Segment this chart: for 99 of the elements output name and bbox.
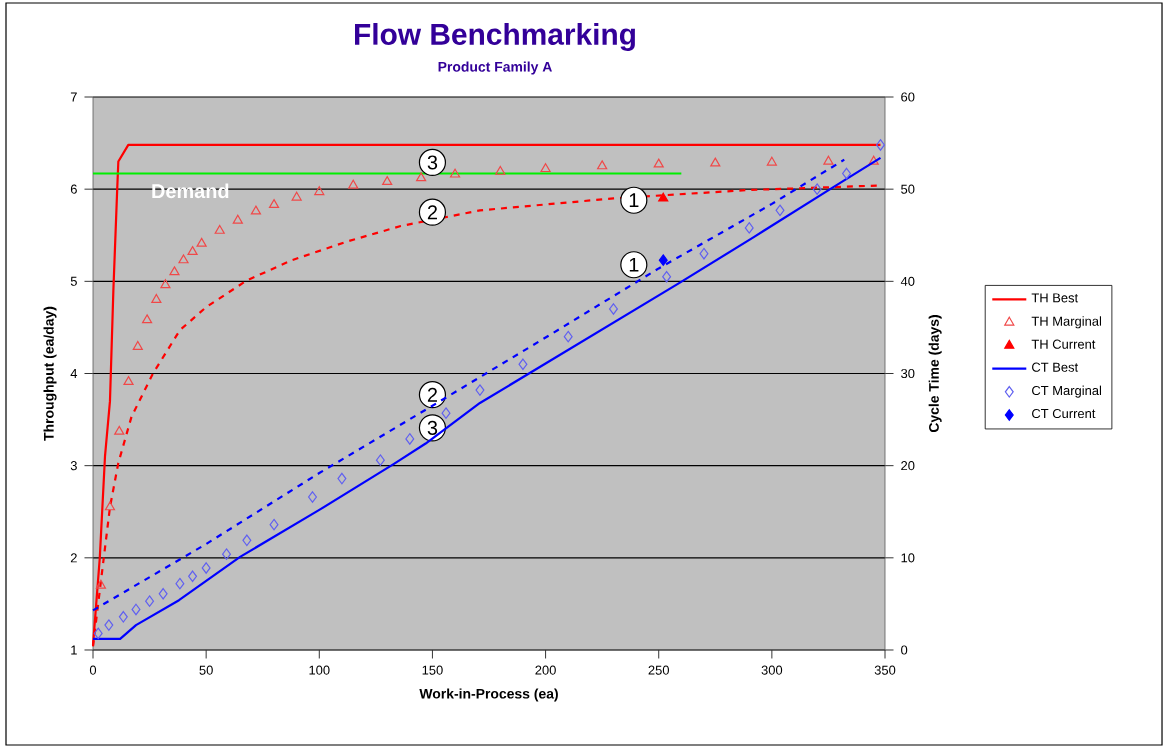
legend-label: CT Marginal [1032,385,1102,398]
annotation: 3 [427,420,438,435]
point [114,425,125,435]
x-tick-label: 300 [761,665,783,675]
point [222,548,232,560]
point [242,534,252,547]
legend-label: TH Marginal [1031,316,1102,329]
point [95,579,107,589]
legend-label: TH Current [1031,339,1096,349]
point [662,270,672,283]
point [269,518,279,531]
point [314,186,325,196]
point [123,375,134,385]
point [608,303,618,315]
point [441,407,451,419]
x-tick-label: 50 [199,665,213,675]
point [214,224,225,234]
point [766,156,777,166]
point [178,254,189,264]
point [495,165,506,175]
y-tick-label: 6 [70,184,77,194]
point [699,247,709,260]
y-tick-label: 1 [71,645,77,655]
point [744,222,754,234]
x-tick-label: 100 [309,665,330,675]
point [104,501,116,511]
y-tick-label: 3 [70,461,77,471]
x-tick-label: 150 [422,665,443,675]
point [151,293,162,303]
y2-tick-label: 60 [901,92,915,102]
y2-tick-label: 50 [901,184,915,194]
y2-tick-label: 0 [901,645,908,655]
point [823,155,834,165]
point [169,266,180,276]
annotation: 2 [427,205,437,220]
x-tick-label: 250 [648,665,669,675]
annotation: 1 [629,257,639,272]
chart-title: Flow Benchmarking [355,23,635,51]
legend-label: CT Current [1032,408,1096,419]
y-tick-label: 5 [70,276,77,286]
point [597,160,608,170]
point [93,627,103,640]
point [268,199,280,209]
point [449,168,461,178]
point [160,279,171,289]
y2-tick-label: 40 [900,276,915,286]
point [842,167,852,180]
point [201,562,211,574]
point [405,433,415,445]
y2-tick-label: 20 [901,461,915,471]
point [348,179,359,189]
point [291,191,302,201]
point [875,139,885,151]
legend-label: TH Best [1031,293,1079,303]
point [382,175,393,185]
point [187,246,198,256]
point [175,577,185,590]
point [868,155,879,165]
y-axis-title: Throughput (ea/day) [43,306,57,441]
point [188,570,198,583]
point [775,204,785,217]
point [132,340,143,350]
point [518,358,528,371]
point [416,172,427,182]
point [232,214,243,224]
point [475,384,485,396]
y-tick-label: 2 [70,553,77,563]
point [145,595,155,607]
point [337,472,347,485]
annotation: 3 [427,155,438,170]
point [250,205,262,215]
point [563,330,573,343]
point [540,163,551,173]
x-tick-label: 0 [89,665,97,675]
y2-tick-label: 30 [901,368,915,379]
x-tick-label: 350 [874,665,896,675]
point [658,192,669,202]
point [104,619,114,631]
annotation: 2 [427,387,437,402]
point [812,183,822,195]
annotation: 1 [629,193,639,208]
point [710,157,721,167]
y-tick-label: 4 [70,369,78,378]
point [308,491,317,503]
y2-tick-label: 10 [901,553,915,563]
y-tick-label: 7 [70,92,77,102]
point [653,158,664,168]
point [196,237,207,247]
x-axis-title: Work-in-Process (ea) [419,688,558,702]
point [375,454,385,466]
point [158,587,168,600]
legend-label: CT Best [1032,362,1079,372]
x-tick-label: 200 [535,665,556,675]
y2-axis-title: Cycle Time (days) [928,315,942,433]
chart-subtitle: Product Family A [438,61,552,75]
point [658,254,668,266]
point [118,611,128,623]
point [131,603,141,616]
point [141,314,153,324]
